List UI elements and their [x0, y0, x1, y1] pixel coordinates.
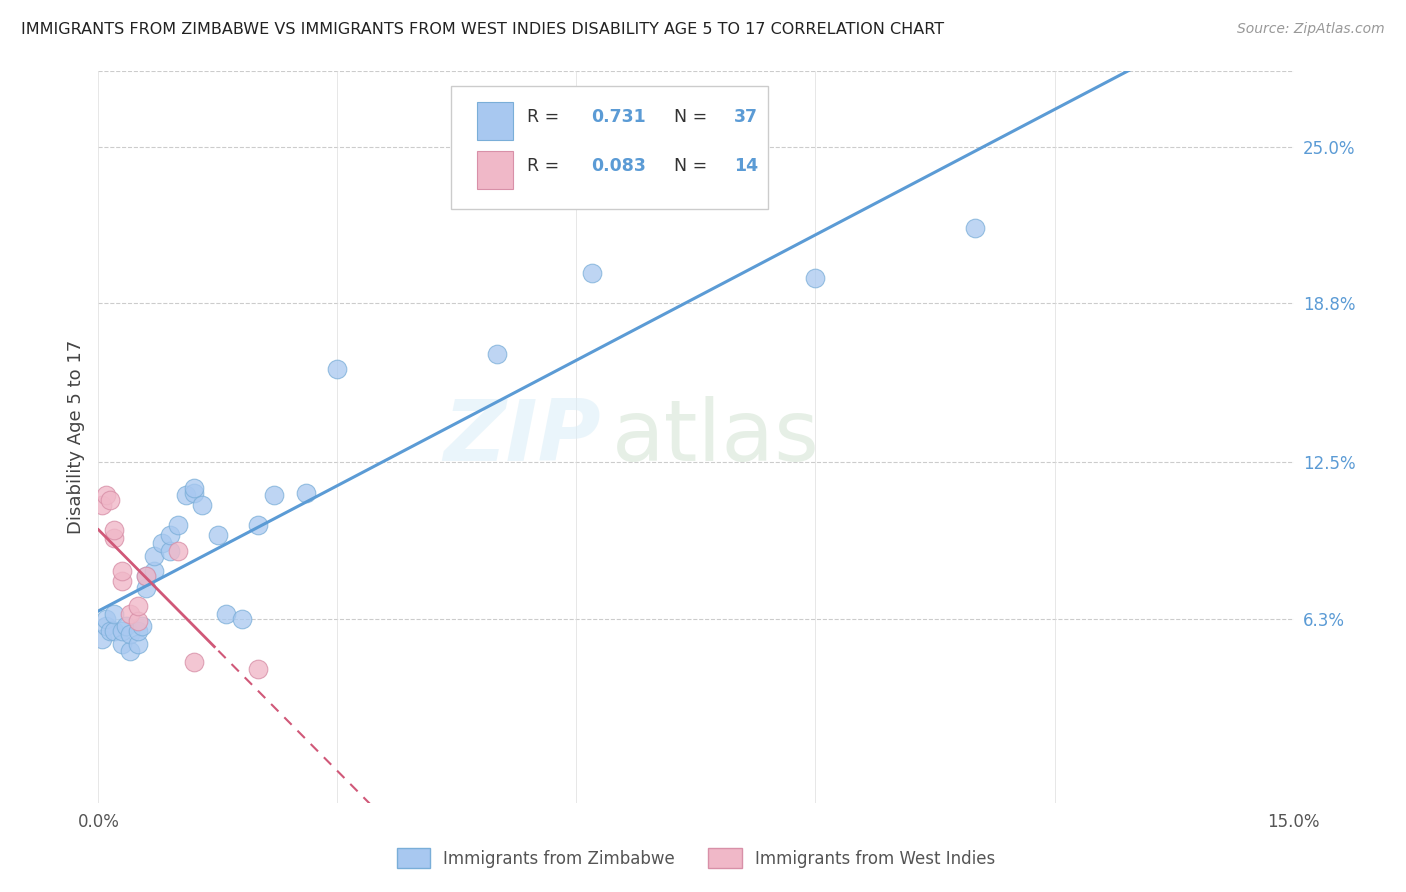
- Point: [485, 347, 508, 361]
- Point: [98, 624, 122, 639]
- Point: [131, 619, 153, 633]
- FancyBboxPatch shape: [477, 102, 513, 140]
- Point: [174, 488, 197, 502]
- Point: [96, 612, 118, 626]
- Point: [127, 614, 149, 628]
- Point: [215, 607, 238, 621]
- Point: [103, 607, 125, 621]
- Point: [98, 493, 122, 508]
- Point: [96, 619, 118, 633]
- Point: [326, 362, 349, 376]
- Point: [246, 518, 269, 533]
- Point: [167, 518, 190, 533]
- Point: [246, 662, 269, 676]
- Point: [143, 549, 166, 563]
- Point: [111, 564, 134, 578]
- Y-axis label: Disability Age 5 to 17: Disability Age 5 to 17: [66, 340, 84, 534]
- Point: [804, 271, 827, 285]
- Text: ZIP: ZIP: [443, 395, 600, 479]
- Point: [120, 607, 142, 621]
- Legend: Immigrants from Zimbabwe, Immigrants from West Indies: Immigrants from Zimbabwe, Immigrants fro…: [389, 841, 1002, 875]
- Point: [183, 481, 205, 495]
- Text: 0.083: 0.083: [591, 158, 645, 176]
- Point: [183, 655, 205, 669]
- Text: atlas: atlas: [613, 395, 820, 479]
- Point: [115, 619, 138, 633]
- Point: [91, 632, 114, 646]
- Point: [103, 624, 125, 639]
- Text: N =: N =: [675, 109, 707, 127]
- Point: [150, 536, 173, 550]
- Point: [103, 524, 125, 538]
- Point: [127, 599, 149, 613]
- Point: [191, 498, 214, 512]
- Point: [120, 644, 142, 658]
- Text: R =: R =: [527, 158, 560, 176]
- FancyBboxPatch shape: [451, 86, 768, 209]
- Point: [294, 485, 316, 500]
- Point: [103, 531, 125, 545]
- Point: [963, 220, 986, 235]
- Point: [96, 488, 118, 502]
- Point: [581, 266, 603, 280]
- Point: [263, 488, 285, 502]
- Point: [231, 612, 253, 626]
- Point: [143, 564, 166, 578]
- Point: [159, 528, 181, 542]
- Text: Source: ZipAtlas.com: Source: ZipAtlas.com: [1237, 22, 1385, 37]
- Text: R =: R =: [527, 109, 560, 127]
- Point: [127, 624, 149, 639]
- Point: [159, 543, 181, 558]
- Text: 0.731: 0.731: [591, 109, 645, 127]
- Point: [111, 637, 134, 651]
- Point: [91, 498, 114, 512]
- Point: [183, 485, 205, 500]
- Point: [135, 582, 157, 596]
- Text: IMMIGRANTS FROM ZIMBABWE VS IMMIGRANTS FROM WEST INDIES DISABILITY AGE 5 TO 17 C: IMMIGRANTS FROM ZIMBABWE VS IMMIGRANTS F…: [21, 22, 945, 37]
- Point: [111, 574, 134, 588]
- Text: 14: 14: [734, 158, 758, 176]
- Point: [207, 528, 229, 542]
- FancyBboxPatch shape: [477, 151, 513, 189]
- Text: 37: 37: [734, 109, 758, 127]
- Point: [135, 569, 157, 583]
- Text: N =: N =: [675, 158, 707, 176]
- Point: [111, 624, 134, 639]
- Point: [120, 627, 142, 641]
- Point: [135, 569, 157, 583]
- Point: [127, 637, 149, 651]
- Point: [167, 543, 190, 558]
